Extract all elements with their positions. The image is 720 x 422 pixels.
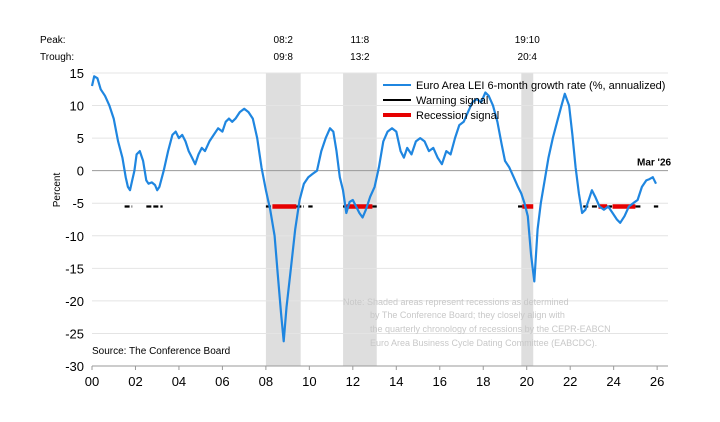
x-tick-12: 12: [346, 374, 360, 389]
note-line-3: the quarterly chronology of recessions b…: [370, 324, 611, 334]
x-tick-24: 24: [606, 374, 620, 389]
y-tick--30: -30: [65, 359, 84, 374]
y-tick-15: 15: [70, 66, 84, 81]
series-lines: [90, 75, 657, 343]
legend-label-recession: Recession signal: [416, 110, 499, 122]
x-tick-22: 22: [563, 374, 577, 389]
legend-label-warning: Warning signal: [416, 95, 488, 107]
note-line-2: by The Conference Board; they closely al…: [370, 310, 565, 320]
source-label: Source: The Conference Board: [92, 346, 230, 357]
x-tick-04: 04: [172, 374, 186, 389]
recession-peak-2: 19:10: [515, 35, 540, 46]
note-block: Note: Shaded areas represent recessions …: [343, 297, 611, 348]
recession-peak-0: 08:2: [274, 35, 294, 46]
recession-band-1: [343, 73, 377, 366]
y-tick--10: -10: [65, 229, 84, 244]
chart-labels: 08:2 09:8 11:8 13:2 19:10 20:4: [274, 35, 541, 63]
recession-trough-1: 13:2: [350, 52, 370, 63]
y-tick-0: 0: [77, 164, 84, 179]
y-tick--5: -5: [72, 196, 84, 211]
legend-label-lei: Euro Area LEI 6-month growth rate (%, an…: [416, 80, 665, 92]
recession-trough-2: 20:4: [518, 52, 538, 63]
recession-peak-1: 11:8: [351, 35, 370, 46]
x-tick-00: 00: [85, 374, 99, 389]
x-axis-ticks: 00 02 04 06 08 10 12 14 16 18 20 22 24 26: [85, 365, 668, 389]
x-tick-14: 14: [389, 374, 403, 389]
y-tick--15: -15: [65, 261, 84, 276]
lei-growth-line: [90, 75, 657, 343]
note-line-4: Euro Area Business Cycle Dating Committe…: [370, 338, 597, 348]
x-tick-16: 16: [433, 374, 447, 389]
x-tick-06: 06: [215, 374, 229, 389]
x-tick-02: 02: [128, 374, 142, 389]
note-line-1: Note: Shaded areas represent recessions …: [343, 297, 569, 307]
recession-trough-0: 09:8: [274, 52, 294, 63]
x-tick-20: 20: [519, 374, 533, 389]
y-axis-ticks: 15 10 5 0 -5 -10 -15 -20 -25 -30: [65, 66, 84, 374]
y-axis-label: Percent: [52, 173, 63, 208]
gridlines: [92, 72, 668, 367]
legend: Euro Area LEI 6-month growth rate (%, an…: [383, 80, 665, 122]
x-tick-08: 08: [259, 374, 273, 389]
latest-annotation: Mar '26: [637, 158, 672, 169]
trough-label: Trough:: [40, 52, 74, 63]
peak-label: Peak:: [40, 35, 66, 46]
x-tick-10: 10: [302, 374, 316, 389]
x-tick-18: 18: [476, 374, 490, 389]
x-tick-26: 26: [650, 374, 664, 389]
y-tick--25: -25: [65, 326, 84, 341]
y-tick-10: 10: [70, 99, 84, 114]
y-tick-5: 5: [77, 131, 84, 146]
y-tick--20: -20: [65, 294, 84, 309]
